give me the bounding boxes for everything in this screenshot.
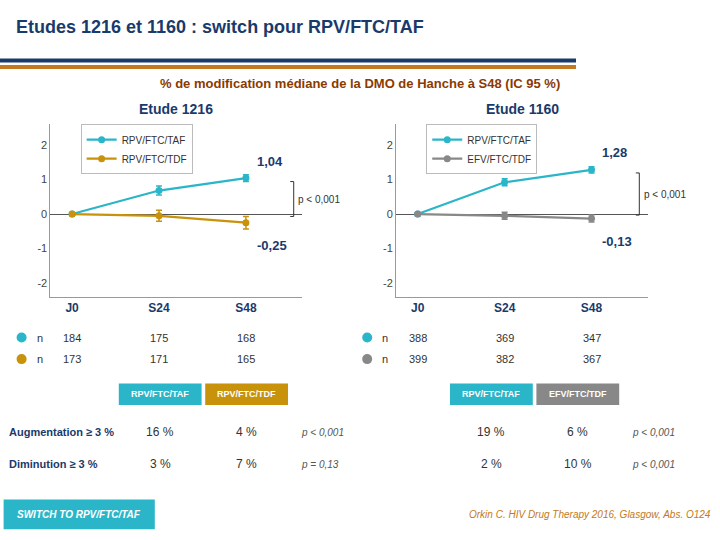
svg-text:6 %: 6 %: [567, 425, 588, 439]
svg-text:3 %: 3 %: [150, 457, 171, 471]
svg-text:SWITCH TO RPV/FTC/TAF: SWITCH TO RPV/FTC/TAF: [17, 509, 141, 520]
svg-text:EFV/FTC/TDF: EFV/FTC/TDF: [467, 154, 531, 165]
svg-text:369: 369: [496, 332, 514, 344]
svg-text:RPV/FTC/TDF: RPV/FTC/TDF: [122, 154, 187, 165]
svg-text:184: 184: [63, 332, 81, 344]
svg-text:p < 0,001: p < 0,001: [644, 189, 686, 200]
svg-text:168: 168: [237, 332, 255, 344]
svg-text:16 %: 16 %: [146, 425, 174, 439]
svg-text:0: 0: [41, 208, 47, 220]
svg-text:n: n: [382, 332, 388, 344]
svg-text:2 %: 2 %: [481, 457, 502, 471]
svg-text:S48: S48: [235, 301, 257, 315]
svg-text:EFV/FTC/TDF: EFV/FTC/TDF: [549, 389, 607, 399]
svg-text:RPV/FTC/TAF: RPV/FTC/TAF: [131, 389, 189, 399]
svg-text:RPV/FTC/TAF: RPV/FTC/TAF: [122, 135, 186, 146]
svg-text:Augmentation ≥ 3 %: Augmentation ≥ 3 %: [9, 426, 114, 438]
svg-text:Etudes 1216 et 1160 : switch p: Etudes 1216 et 1160 : switch pour RPV/FT…: [16, 17, 424, 37]
svg-text:382: 382: [496, 353, 514, 365]
svg-text:173: 173: [63, 353, 81, 365]
svg-text:n: n: [37, 353, 43, 365]
svg-text:S24: S24: [148, 301, 170, 315]
svg-text:347: 347: [583, 332, 601, 344]
svg-text:p < 0,001: p < 0,001: [298, 194, 340, 205]
svg-text:1: 1: [387, 173, 393, 185]
svg-text:-0,25: -0,25: [257, 238, 287, 253]
svg-text:7 %: 7 %: [236, 457, 257, 471]
svg-text:1,04: 1,04: [257, 154, 283, 169]
svg-text:S24: S24: [494, 301, 516, 315]
svg-text:% de modification médiane de l: % de modification médiane de la DMO de H…: [160, 76, 560, 91]
svg-text:n: n: [37, 332, 43, 344]
svg-text:J0: J0: [65, 301, 79, 315]
svg-text:367: 367: [583, 353, 601, 365]
svg-text:p < 0,001: p < 0,001: [632, 459, 675, 470]
svg-text:RPV/FTC/TDF: RPV/FTC/TDF: [217, 389, 276, 399]
svg-text:399: 399: [409, 353, 427, 365]
svg-text:1,28: 1,28: [602, 145, 627, 160]
svg-text:171: 171: [150, 353, 168, 365]
svg-text:Diminution ≥ 3 %: Diminution ≥ 3 %: [9, 458, 98, 470]
svg-text:J0: J0: [411, 301, 425, 315]
svg-text:p = 0,13: p = 0,13: [301, 459, 339, 470]
svg-text:-0,13: -0,13: [602, 234, 632, 249]
svg-text:RPV/FTC/TAF: RPV/FTC/TAF: [467, 135, 531, 146]
svg-text:RPV/FTC/TAF: RPV/FTC/TAF: [462, 389, 520, 399]
svg-text:Orkin C. HIV Drug Therapy 2016: Orkin C. HIV Drug Therapy 2016, Glasgow,…: [469, 509, 711, 520]
svg-text:p < 0,001: p < 0,001: [301, 427, 344, 438]
svg-text:Etude 1160: Etude 1160: [486, 101, 559, 117]
svg-text:19 %: 19 %: [477, 425, 505, 439]
svg-text:n: n: [382, 353, 388, 365]
svg-text:-2: -2: [383, 277, 393, 289]
svg-text:165: 165: [237, 353, 255, 365]
svg-text:p < 0,001: p < 0,001: [632, 427, 675, 438]
svg-text:2: 2: [41, 139, 47, 151]
svg-text:S48: S48: [581, 301, 603, 315]
svg-text:-1: -1: [383, 242, 393, 254]
svg-text:-1: -1: [37, 242, 47, 254]
svg-text:175: 175: [150, 332, 168, 344]
svg-text:10 %: 10 %: [564, 457, 592, 471]
svg-text:1: 1: [41, 173, 47, 185]
svg-text:-2: -2: [37, 277, 47, 289]
svg-text:2: 2: [387, 139, 393, 151]
svg-text:4 %: 4 %: [236, 425, 257, 439]
svg-text:0: 0: [387, 208, 393, 220]
svg-text:Etude 1216: Etude 1216: [139, 101, 213, 117]
svg-text:388: 388: [409, 332, 427, 344]
